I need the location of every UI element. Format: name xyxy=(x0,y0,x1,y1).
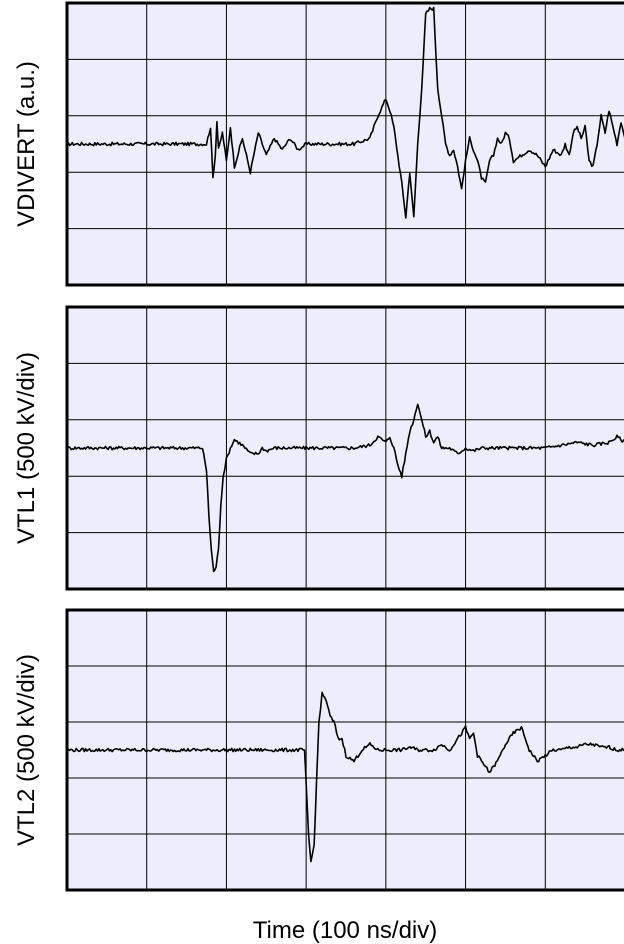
x-axis-title: Time (100 ns/div) xyxy=(253,917,438,944)
panel-3-frame xyxy=(65,608,624,892)
panel-1-y-axis-title: VDIVERT (a.u.) xyxy=(13,61,40,227)
panel-3-trace-line xyxy=(66,691,624,863)
panel-3-y-axis-title: VTL2 (500 kV/div) xyxy=(13,654,40,846)
panel-1: VDIVERT (a.u.) xyxy=(13,1,624,287)
panel-1-frame xyxy=(65,1,624,287)
panel-3: VTL2 (500 kV/div) xyxy=(13,608,624,892)
panel-2: VTL1 (500 kV/div) xyxy=(13,305,624,591)
panel-2-trace-line xyxy=(66,403,624,573)
panel-2-frame xyxy=(65,305,624,591)
panel-2-y-axis-title: VTL1 (500 kV/div) xyxy=(13,352,40,544)
panel-1-trace-line xyxy=(66,6,624,219)
